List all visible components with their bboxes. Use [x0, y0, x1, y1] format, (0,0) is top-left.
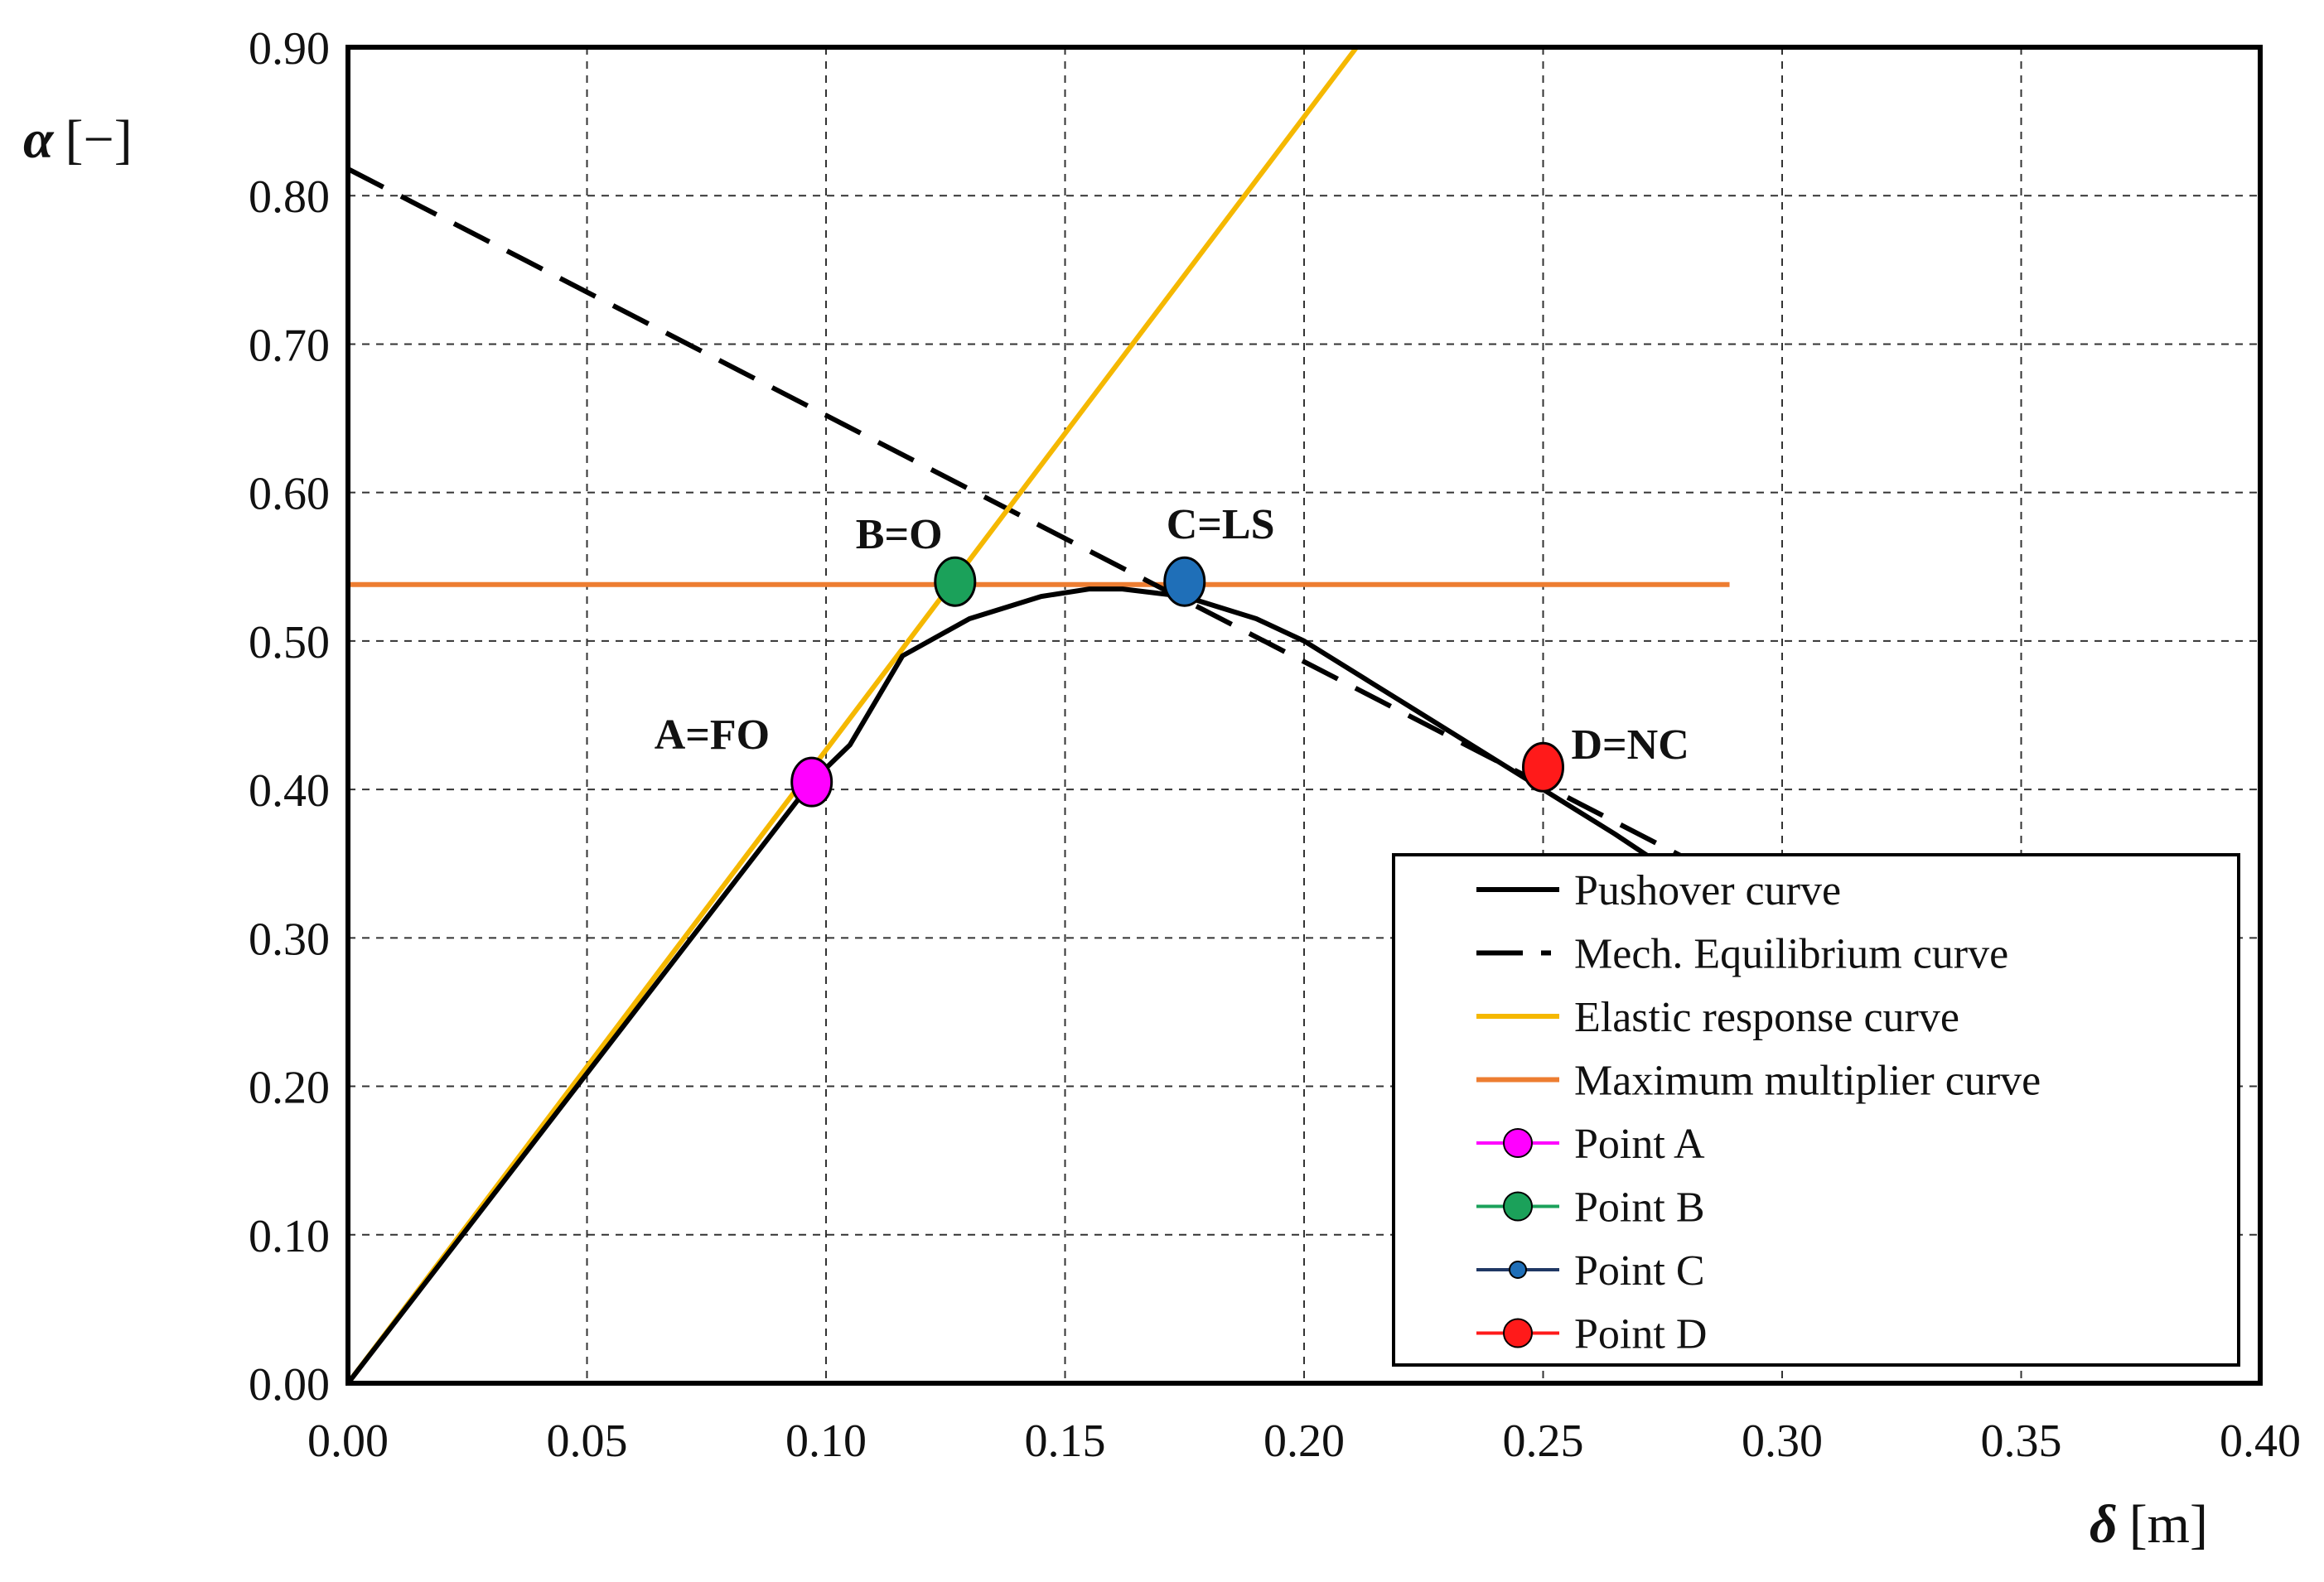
point-label: D=NC	[1572, 721, 1689, 769]
y-tick-label: 0.80	[249, 171, 330, 223]
marker-b-o	[934, 556, 977, 607]
legend: Pushover curve Mech. Equilibrium curve Ela…	[1392, 853, 2240, 1367]
y-tick-label: 0.00	[249, 1359, 330, 1411]
x-tick-label: 0.25	[1503, 1416, 1584, 1467]
point-label: A=FO	[655, 711, 770, 759]
x-tick-label: 0.10	[785, 1416, 867, 1467]
y-tick-label: 0.90	[249, 23, 330, 75]
legend-label: Point B	[1574, 1184, 1705, 1232]
legend-label: Mech. Equilibrium curve	[1574, 931, 2008, 978]
series-line-elastic-response-curve	[348, 47, 1359, 1383]
x-tick-label: 0.15	[1025, 1416, 1106, 1467]
marker-a-fo	[790, 756, 833, 808]
series-layer	[348, 47, 1730, 1383]
x-tick-label: 0.35	[1981, 1416, 2062, 1467]
legend-box	[1392, 853, 2240, 1367]
marker-c-ls	[1163, 556, 1206, 607]
ticks-layer: 0.00 0.05 0.10 0.15 0.20 0.25 0.30 0.35 0.40 0.00…	[249, 23, 2301, 1467]
x-tick-label: 0.20	[1263, 1416, 1345, 1467]
y-axis-label: α [−]	[23, 109, 133, 170]
series-line-pushover-curve	[348, 586, 1650, 1383]
legend-label: Point A	[1574, 1121, 1705, 1168]
x-tick-label: 0.00	[307, 1416, 389, 1467]
legend-label: Maximum multiplier curve	[1574, 1058, 2041, 1105]
y-tick-label: 0.60	[249, 469, 330, 520]
marker-d-nc	[1522, 741, 1564, 793]
x-tick-label: 0.40	[2220, 1416, 2301, 1467]
y-tick-label: 0.10	[249, 1211, 330, 1262]
x-tick-label: 0.30	[1742, 1416, 1823, 1467]
y-tick-label: 0.70	[249, 320, 330, 371]
legend-marker	[1503, 1128, 1533, 1158]
point-label: C=LS	[1167, 501, 1275, 548]
series-line-mech-equilibrium-curve	[348, 166, 1698, 866]
y-tick-label: 0.50	[249, 617, 330, 668]
legend-marker	[1503, 1318, 1533, 1348]
legend-label: Pushover curve	[1574, 867, 1841, 914]
x-axis-label: δ [m]	[2090, 1494, 2208, 1555]
y-tick-label: 0.30	[249, 914, 330, 965]
legend-marker	[1509, 1261, 1527, 1279]
legend-label: Elastic response curve	[1574, 994, 1959, 1041]
x-tick-label: 0.05	[547, 1416, 628, 1467]
plot-frame	[345, 45, 2263, 1386]
legend-marker	[1503, 1191, 1533, 1222]
legend-label: Point D	[1574, 1311, 1707, 1358]
y-tick-label: 0.40	[249, 765, 330, 817]
point-label: B=O	[856, 511, 943, 558]
y-tick-label: 0.20	[249, 1063, 330, 1114]
legend-label: Point C	[1574, 1247, 1705, 1295]
points-layer: A=FO B=O C=LS D=NC	[655, 501, 1689, 808]
